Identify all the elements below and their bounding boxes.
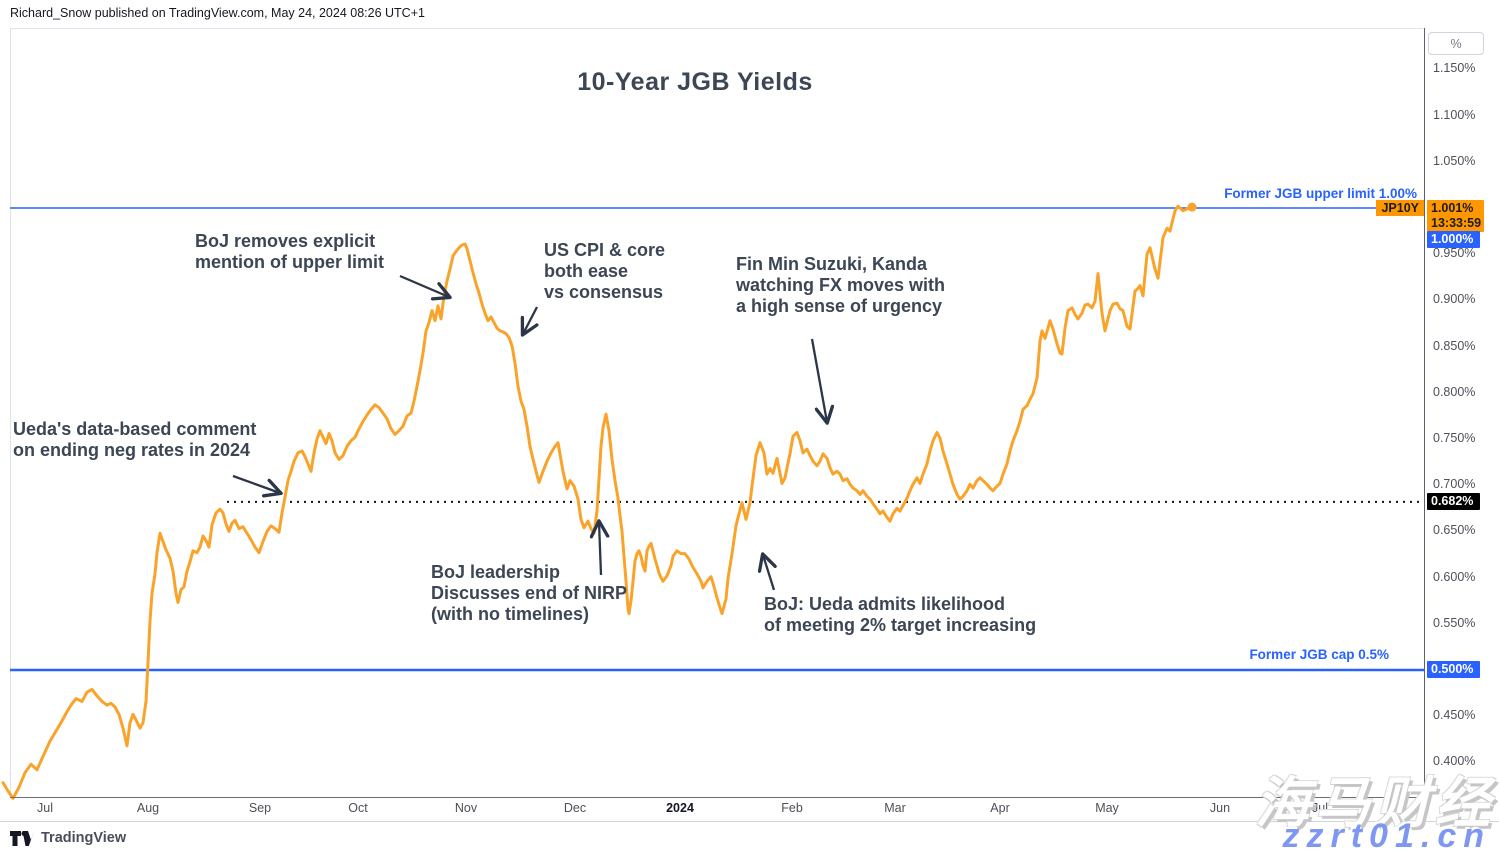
x-tick-Oct: Oct <box>348 801 368 815</box>
x-tick-Sep: Sep <box>248 801 272 815</box>
time-scale-line <box>10 797 1424 798</box>
price-label-round-level: 1.000% <box>1427 231 1480 248</box>
price-scale-separator <box>1424 28 1425 822</box>
x-tick-Jul: Jul <box>37 801 53 815</box>
annotation-arrow-boj-ueda <box>763 555 774 591</box>
x-tick-Apr: Apr <box>990 801 1010 815</box>
price-label-dotted-level: 0.682% <box>1427 493 1480 510</box>
y-tick-1.100%: 1.100% <box>1433 107 1476 122</box>
price-scale-unit-button[interactable]: % <box>1428 32 1484 55</box>
plot-area-border <box>10 28 1423 797</box>
annotation-arrow-fin-min <box>810 338 827 422</box>
x-tick-Jun: Jun <box>1209 801 1231 815</box>
annotation-us-cpi: US CPI & core both ease vs consensus <box>544 240 666 302</box>
annotation-arrow-boj-leadership <box>599 522 601 576</box>
y-tick-0.450%: 0.450% <box>1433 708 1476 723</box>
price-label-last-value: 1.001% 13:33:59 <box>1427 200 1484 232</box>
y-tick-1.050%: 1.050% <box>1433 153 1476 168</box>
y-tick-0.850%: 0.850% <box>1433 338 1476 353</box>
x-tick-Nov: Nov <box>454 801 478 815</box>
y-tick-1.150%: 1.150% <box>1433 61 1476 76</box>
time-scale-bottom-border <box>0 821 1499 822</box>
y-tick-0.600%: 0.600% <box>1433 569 1476 584</box>
annotation-ueda-comment: Ueda's data-based comment on ending neg r… <box>13 419 257 460</box>
y-tick-0.650%: 0.650% <box>1433 523 1476 538</box>
ref-line-label-upper-limit: Former JGB upper limit 1.00% <box>1224 186 1417 201</box>
tradingview-logo-icon <box>10 830 34 846</box>
watermark-chinese: 海马财经 <box>1254 771 1495 835</box>
y-tick-0.700%: 0.700% <box>1433 477 1476 492</box>
x-tick-Mar: Mar <box>884 801 906 815</box>
annotation-fin-min: Fin Min Suzuki, Kanda watching FX moves w… <box>736 254 946 316</box>
annotation-boj-removes: BoJ removes explicit mention of upper lim… <box>195 231 384 272</box>
x-tick-May: May <box>1095 801 1119 815</box>
x-tick-Jul: Jul <box>1312 801 1328 815</box>
watermark-url: zzrt01.cn <box>1282 817 1491 855</box>
y-tick-0.950%: 0.950% <box>1433 246 1476 261</box>
annotation-arrow-us-cpi <box>523 306 537 334</box>
jp10y-line[interactable] <box>1 204 1194 800</box>
brand-name: TradingView <box>41 830 127 846</box>
y-tick-0.900%: 0.900% <box>1433 292 1476 307</box>
y-tick-0.400%: 0.400% <box>1433 754 1476 769</box>
annotation-arrow-boj-removes <box>399 274 449 297</box>
series-symbol-tag: JP10Y <box>1376 200 1424 216</box>
price-label-cap-level: 0.500% <box>1427 661 1480 678</box>
y-tick-0.550%: 0.550% <box>1433 615 1476 630</box>
ref-line-label-cap: Former JGB cap 0.5% <box>1249 647 1389 662</box>
chart-title: 10-Year JGB Yields <box>577 68 813 96</box>
yield-line-series <box>1 202 1197 800</box>
annotation-arrows <box>232 274 827 591</box>
x-tick-Feb: Feb <box>781 801 803 815</box>
annotation-boj-leadership: BoJ leadership Discusses end of NIRP (with… <box>431 562 628 624</box>
brand-footer[interactable]: TradingView <box>10 830 126 846</box>
annotation-boj-ueda: BoJ: Ueda admits likelihood of meeting 2%… <box>764 594 1037 635</box>
attribution-text: Richard_Snow published on TradingView.co… <box>10 6 425 20</box>
x-tick-2024: 2024 <box>666 801 694 815</box>
annotation-arrow-ueda-comment <box>232 474 280 493</box>
y-tick-0.750%: 0.750% <box>1433 431 1476 445</box>
x-tick-Aug: Aug <box>136 801 160 815</box>
y-tick-0.800%: 0.800% <box>1433 384 1476 399</box>
last-value-dot <box>1187 202 1197 212</box>
x-tick-Dec: Dec <box>563 801 587 815</box>
